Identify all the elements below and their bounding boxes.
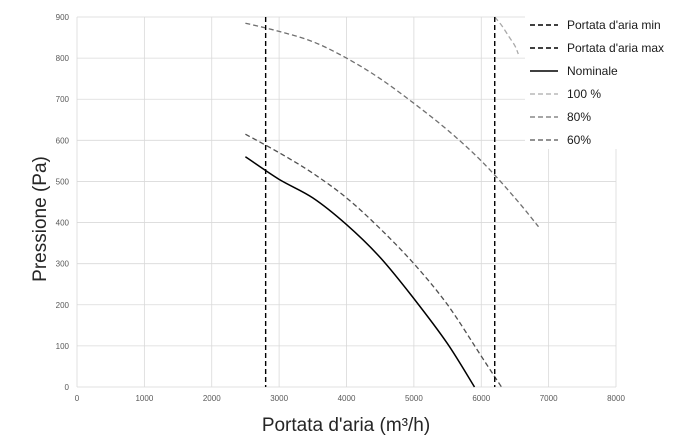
- reference-lines: [264, 17, 496, 387]
- x-tick-label-5: 5000: [405, 394, 423, 403]
- y-tick-labels: 0 100 200 300 400 500 600 700 800 900: [56, 13, 70, 392]
- legend-label-4: 80%: [567, 110, 591, 124]
- legend-label-0: Portata d'aria min: [567, 18, 661, 32]
- legend-label-1: Portata d'aria max: [567, 41, 664, 55]
- x-tick-label-2: 2000: [203, 394, 221, 403]
- y-tick-label-3: 300: [56, 260, 70, 269]
- y-tick-label-2: 200: [56, 301, 70, 310]
- y-tick-label-4: 400: [56, 219, 70, 228]
- y-tick-label-6: 600: [56, 136, 70, 145]
- y-tick-label-7: 700: [56, 95, 70, 104]
- series-group: [244, 16, 540, 388]
- series-line-1: [494, 16, 519, 55]
- y-tick-label-0: 0: [65, 383, 70, 392]
- y-tick-label-8: 800: [56, 54, 70, 63]
- y-tick-label-9: 900: [56, 13, 70, 22]
- legend-label-3: 100 %: [567, 87, 601, 101]
- legend-background: [525, 15, 687, 149]
- x-tick-label-0: 0: [75, 394, 80, 403]
- y-axis-title: Pressione (Pa): [30, 156, 51, 282]
- x-tick-label-1: 1000: [135, 394, 153, 403]
- x-tick-label-8: 8000: [607, 394, 625, 403]
- series-line-2: [245, 22, 540, 228]
- y-tick-label-1: 100: [56, 342, 70, 351]
- x-tick-label-7: 7000: [540, 394, 558, 403]
- x-axis-title: Portata d'aria (m³/h): [262, 415, 430, 436]
- x-tick-labels: 0 1000 2000 3000 4000 5000 6000 7000 8000: [75, 394, 626, 403]
- legend-label-2: Nominale: [567, 64, 618, 78]
- y-tick-label-5: 500: [56, 177, 70, 186]
- grid: [76, 16, 617, 388]
- x-tick-label-6: 6000: [472, 394, 490, 403]
- x-tick-label-4: 4000: [338, 394, 356, 403]
- series-line-3: [245, 133, 503, 388]
- legend: Portata d'aria min Portata d'aria max Nomi…: [525, 15, 687, 149]
- series-line-0: [244, 156, 476, 388]
- x-tick-label-3: 3000: [270, 394, 288, 403]
- legend-label-5: 60%: [567, 133, 591, 147]
